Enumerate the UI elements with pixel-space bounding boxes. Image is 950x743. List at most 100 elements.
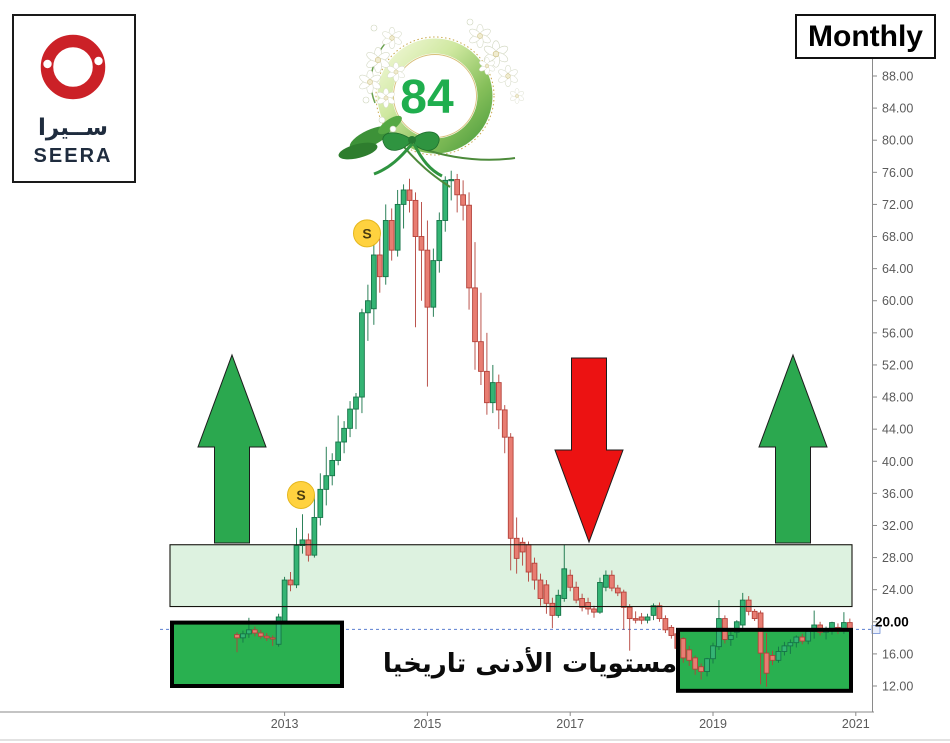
y-tick-label: 84.00 [882,102,913,116]
candle [603,574,609,588]
candle [448,179,455,182]
candle [787,642,794,647]
x-tick-label: 2015 [413,717,441,731]
candle [317,488,324,518]
candle [436,220,443,262]
historic-low-box-border [170,620,344,688]
candle [353,396,359,410]
flower-icon [377,88,395,108]
candle [650,605,657,616]
candle [567,574,574,588]
candle [632,618,639,621]
candle [251,629,258,634]
caption-historic-lows: مستويات الأدنى تاريخيا [382,649,678,679]
y-tick-label: 52.00 [882,358,913,372]
candle [382,220,389,278]
candle [662,618,669,631]
y-tick-label: 48.00 [882,391,913,405]
candle [638,616,645,621]
split-marker [353,219,381,248]
candle [745,599,752,612]
y-tick-label: 88.00 [882,70,913,84]
y-tick-label: 20.00 [875,614,909,629]
wreath-icon: 84 [338,18,524,188]
historic-low-box-border [676,627,853,693]
flower-bud [389,125,397,133]
flower-icon [469,23,491,49]
candle [728,634,734,640]
candle [406,189,413,201]
flower-bud [362,96,370,104]
candle [656,605,663,620]
x-tick-label: 2017 [556,717,584,731]
candle [246,629,252,635]
y-tick-label: 44.00 [882,423,913,437]
leaf-icon [338,142,378,160]
candle [507,436,514,539]
flower-bud [466,18,474,26]
candle [263,635,270,639]
flower-bud [370,24,378,32]
candle [799,636,806,642]
candle [704,658,710,673]
flower-icon [359,69,381,95]
y-tick-label: 68.00 [882,230,913,244]
candle [525,544,532,573]
candle [460,194,466,206]
candle [561,568,568,599]
candle [751,610,758,620]
candle [805,630,812,642]
candle [341,427,347,443]
candle [513,537,520,559]
candle [710,645,716,660]
candle [626,606,633,620]
candle [234,634,240,639]
candle [335,441,342,461]
candle [597,582,603,613]
y-tick-label: 60.00 [882,294,913,308]
candle [287,579,294,586]
candle [484,370,490,404]
candle [698,666,704,673]
candle [495,382,502,411]
candle [299,539,306,546]
flower-bud [378,116,386,124]
flower-icon [366,46,390,74]
y-tick-label: 24.00 [882,583,913,597]
x-tick-label: 2019 [699,717,727,731]
flower-cluster [359,18,524,133]
candle [329,460,336,477]
badge-value: 84 [400,71,454,124]
split-marker-label: S [362,225,371,241]
logo-notch-right [94,56,103,66]
wreath-badge: 84 [330,8,540,188]
candle [293,545,300,586]
candle [347,408,353,429]
candle [418,236,425,251]
candle [739,599,746,626]
candle [543,584,550,604]
candle [376,254,383,278]
candle [501,409,508,438]
candle [757,612,764,654]
timeframe-label: Monthly [795,14,936,59]
candle [388,220,395,251]
flower-icon [510,88,524,104]
up-arrow [197,353,267,544]
candle [585,602,591,610]
candle [620,591,627,608]
y-tick-label: 40.00 [882,455,913,469]
bow-knot [408,136,416,144]
candle [400,189,407,205]
candle [269,637,276,640]
y-tick-label: 80.00 [882,134,913,148]
y-tick-label: 56.00 [882,326,913,340]
candle [394,203,401,251]
y-tick-label: 72.00 [882,198,913,212]
y-tick-label: 76.00 [882,166,913,180]
bow-icon [411,131,440,151]
candle [716,618,722,648]
up-arrow [758,353,828,544]
